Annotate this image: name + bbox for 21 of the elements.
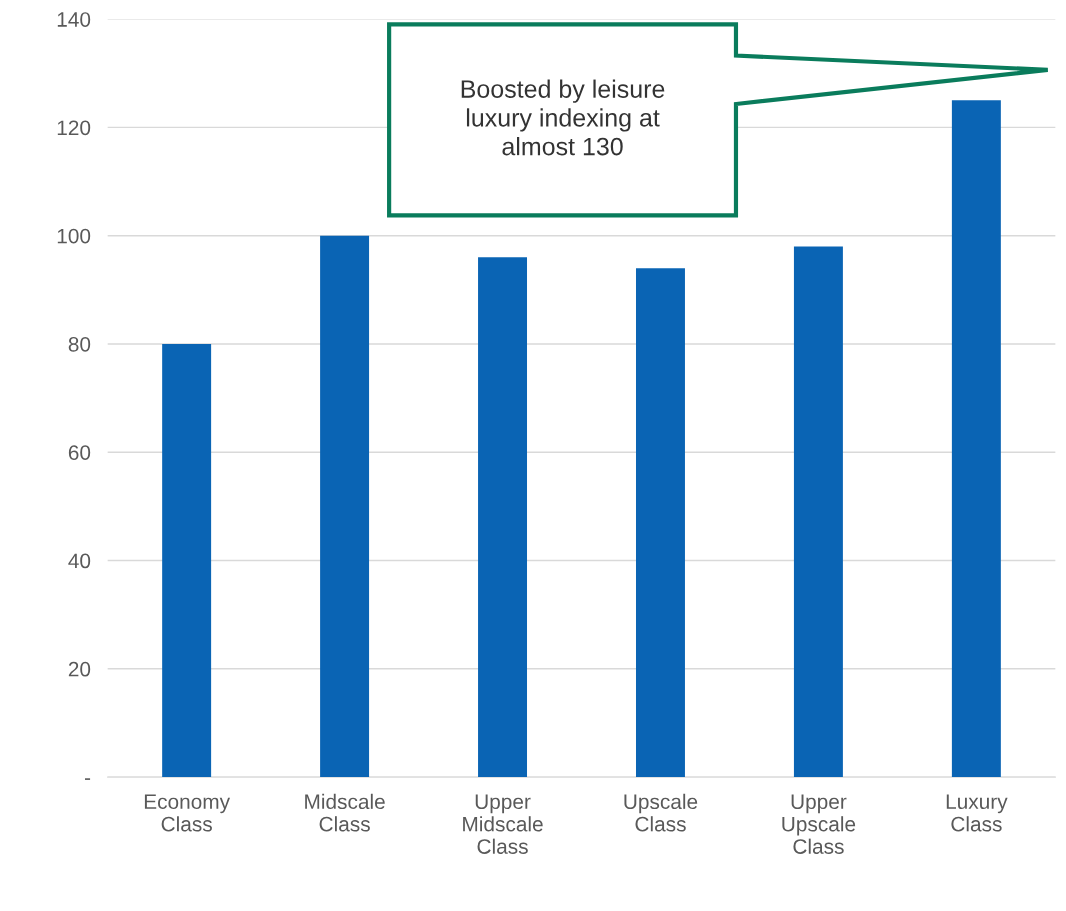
y-tick-label: 20 [68, 661, 91, 677]
x-tick-label: Upper Upscale Class [782, 794, 856, 854]
bar [320, 235, 370, 778]
bar [793, 246, 843, 778]
x-tick-label: Upper Midscale Class [463, 794, 543, 854]
y-tick-label: 40 [68, 553, 91, 569]
x-tick-label: Upscale Class [624, 793, 698, 832]
annotation: Boosted by leisure luxury indexing at almost 130 [461, 79, 665, 156]
bar [951, 100, 1001, 778]
x-tick-label: Luxury Class [946, 794, 1008, 832]
y-tick-label: 60 [68, 445, 91, 460]
bar [162, 343, 212, 778]
bar [478, 257, 528, 778]
y-tick-label: 120 [57, 120, 91, 136]
y-tick-label: - [84, 778, 91, 780]
y-tick-label: 140 [57, 12, 91, 27]
bar [635, 268, 685, 778]
y-tick-label: 80 [68, 336, 91, 352]
y-tick-label: 100 [57, 228, 91, 244]
x-tick-label: Economy Class [144, 794, 231, 832]
x-tick-label: Midscale Class [305, 793, 385, 832]
